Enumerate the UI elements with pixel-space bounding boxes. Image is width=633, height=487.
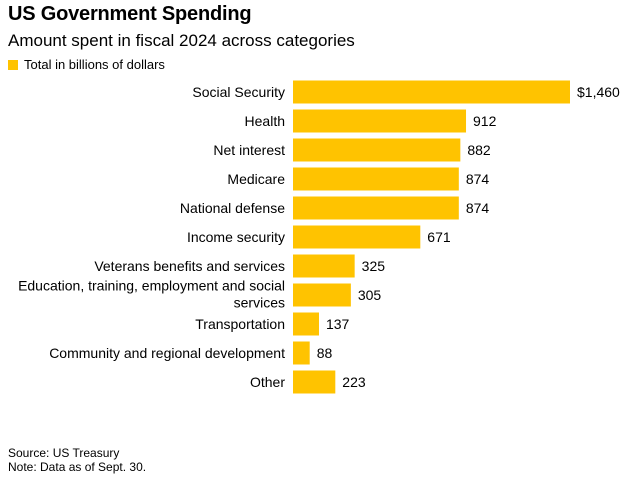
legend: Total in billions of dollars — [8, 57, 165, 72]
value-label-5: 671 — [427, 229, 451, 245]
bar-10 — [293, 370, 336, 394]
value-label-2: 882 — [467, 142, 491, 158]
category-label-2: Net interest — [213, 142, 285, 158]
category-label-0: Social Security — [192, 84, 285, 100]
value-label-7: 305 — [358, 287, 382, 303]
category-label-7-line-0: Education, training, employment and soci… — [18, 278, 285, 294]
bar-8 — [293, 312, 319, 336]
value-label-8: 137 — [326, 316, 350, 332]
category-label-6: Veterans benefits and services — [94, 258, 285, 274]
category-label-4: National defense — [180, 200, 285, 216]
category-label-9: Community and regional development — [49, 345, 285, 361]
category-label-10: Other — [250, 374, 285, 390]
bar-2 — [293, 138, 461, 162]
category-label-1: Health — [245, 113, 285, 129]
value-label-9: 88 — [317, 345, 333, 361]
bar-chart: $1,460 Social Security 912 Health 882 Net int… — [18, 80, 620, 394]
source-note: Source: US Treasury — [8, 446, 120, 460]
bar-0 — [293, 80, 570, 104]
bar-9 — [293, 341, 310, 365]
legend-swatch — [8, 59, 18, 70]
bar-7 — [293, 283, 351, 307]
category-label-8: Transportation — [195, 316, 285, 332]
category-label-3: Medicare — [227, 171, 285, 187]
bar-4 — [293, 196, 459, 220]
category-label-5: Income security — [187, 229, 285, 245]
value-label-10: 223 — [342, 374, 366, 390]
bar-5 — [293, 225, 421, 249]
value-label-0: $1,460 — [577, 84, 620, 100]
value-label-3: 874 — [466, 171, 490, 187]
category-label-7-line-1: services — [234, 295, 285, 311]
bar-6 — [293, 254, 355, 278]
value-label-6: 325 — [362, 258, 386, 274]
data-note: Note: Data as of Sept. 30. — [8, 460, 147, 474]
value-label-1: 912 — [473, 113, 497, 129]
chart-subtitle: Amount spent in fiscal 2024 across categ… — [8, 31, 355, 50]
bar-1 — [293, 109, 467, 133]
legend-label: Total in billions of dollars — [24, 57, 165, 72]
bar-3 — [293, 167, 459, 191]
value-label-4: 874 — [466, 200, 490, 216]
chart-title: US Government Spending — [8, 3, 252, 25]
